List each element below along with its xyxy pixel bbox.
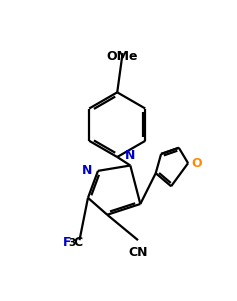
- Text: O: O: [191, 157, 202, 170]
- Text: N: N: [125, 149, 136, 163]
- Text: CN: CN: [128, 246, 148, 259]
- Text: OMe: OMe: [107, 50, 138, 63]
- Text: C: C: [73, 236, 82, 249]
- Text: 3: 3: [69, 238, 76, 248]
- Text: N: N: [82, 164, 92, 177]
- Text: F: F: [63, 236, 71, 249]
